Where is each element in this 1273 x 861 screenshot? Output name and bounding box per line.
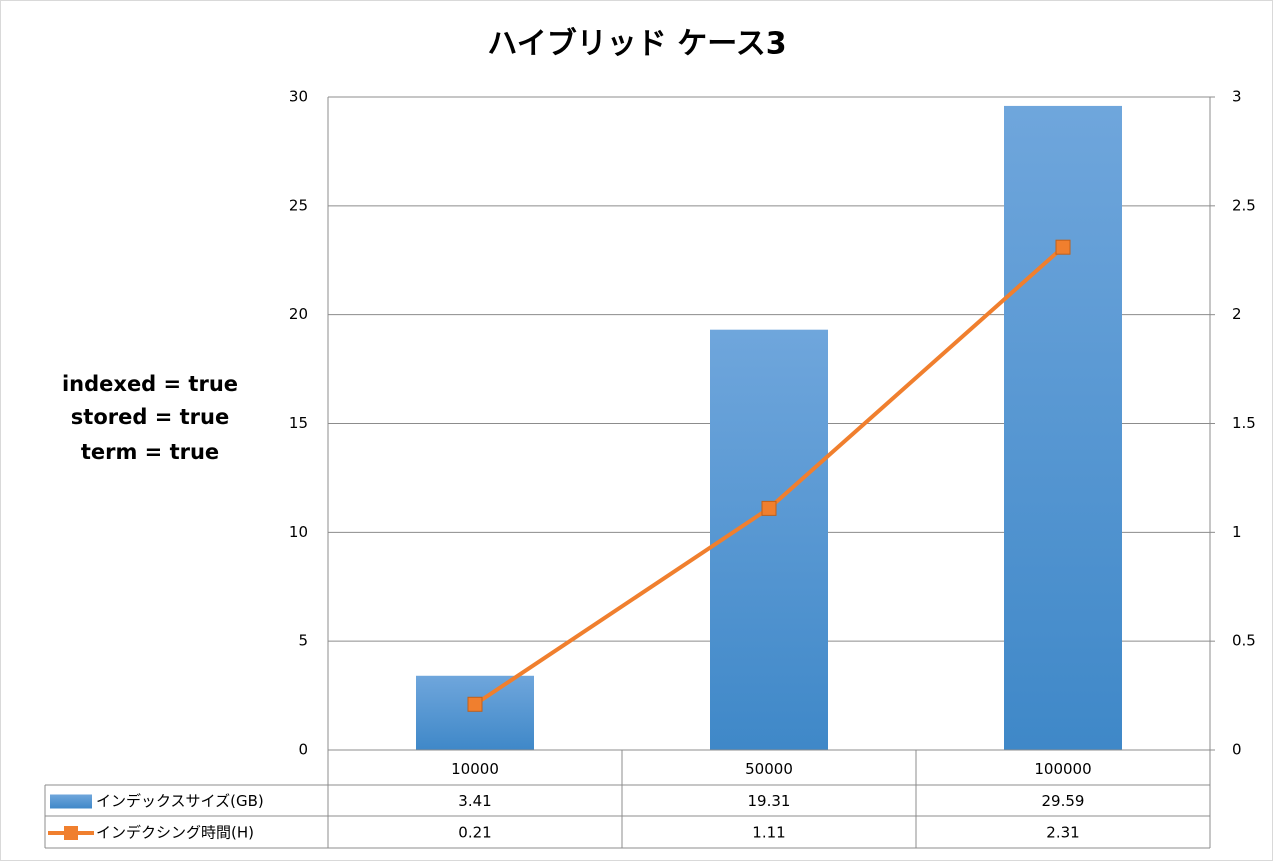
annotation: stored = true [71, 405, 229, 429]
x-tick-label: 10000 [451, 760, 499, 778]
annotation: term = true [81, 440, 219, 464]
y-tick-label: 0 [298, 741, 308, 759]
table-value: 19.31 [748, 792, 791, 810]
table-value: 1.11 [752, 824, 785, 842]
marker [1055, 239, 1071, 255]
table-value: 3.41 [458, 792, 491, 810]
y2-tick-label: 2 [1232, 305, 1242, 323]
marker [467, 696, 483, 712]
bar [710, 329, 828, 750]
legend-label: インデックスサイズ(GB) [96, 792, 264, 810]
y-tick-label: 30 [289, 88, 308, 106]
marker [761, 500, 777, 516]
x-tick-label: 100000 [1034, 760, 1091, 778]
y-tick-label: 20 [289, 305, 308, 323]
annotation: indexed = true [62, 372, 238, 396]
bar [416, 675, 534, 750]
y-tick-label: 10 [289, 523, 308, 541]
bar [1004, 105, 1122, 751]
y2-tick-label: 0.5 [1232, 632, 1256, 650]
table-value: 0.21 [458, 824, 491, 842]
y2-tick-label: 1 [1232, 523, 1242, 541]
legend-key [64, 826, 78, 840]
y-tick-label: 5 [298, 632, 308, 650]
y-tick-label: 25 [289, 196, 308, 214]
chart-title: ハイブリッド ケース3 [487, 27, 786, 62]
legend-label: インデクシング時間(H) [96, 824, 254, 842]
y2-tick-label: 1.5 [1232, 414, 1256, 432]
y2-tick-label: 0 [1232, 741, 1242, 759]
y2-tick-label: 2.5 [1232, 196, 1256, 214]
y2-tick-label: 3 [1232, 88, 1242, 106]
table-value: 2.31 [1046, 824, 1079, 842]
x-tick-label: 50000 [745, 760, 793, 778]
legend-key [50, 794, 92, 809]
table-value: 29.59 [1042, 792, 1085, 810]
y-tick-label: 15 [289, 414, 308, 432]
